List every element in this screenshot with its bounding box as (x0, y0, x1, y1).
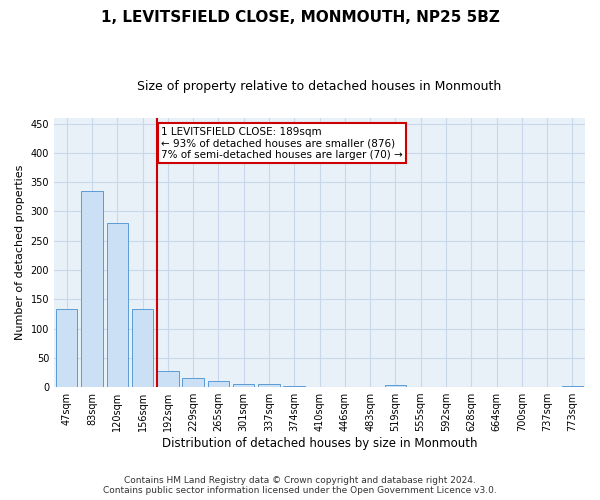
Bar (562, 386, 583, 387)
Bar (81, 191, 103, 387)
Bar (132, 309, 153, 387)
Text: Contains HM Land Registry data © Crown copyright and database right 2024.
Contai: Contains HM Land Registry data © Crown c… (103, 476, 497, 495)
Bar (107, 222, 128, 387)
Bar (258, 384, 280, 387)
Text: 1, LEVITSFIELD CLOSE, MONMOUTH, NP25 5BZ: 1, LEVITSFIELD CLOSE, MONMOUTH, NP25 5BZ (101, 10, 499, 25)
Text: 1 LEVITSFIELD CLOSE: 189sqm
← 93% of detached houses are smaller (876)
7% of sem: 1 LEVITSFIELD CLOSE: 189sqm ← 93% of det… (161, 126, 403, 160)
Bar (233, 384, 254, 387)
X-axis label: Distribution of detached houses by size in Monmouth: Distribution of detached houses by size … (162, 437, 477, 450)
Y-axis label: Number of detached properties: Number of detached properties (15, 164, 25, 340)
Bar (182, 378, 204, 387)
Bar (385, 384, 406, 387)
Bar (157, 372, 179, 387)
Bar (208, 381, 229, 387)
Bar (283, 386, 305, 387)
Title: Size of property relative to detached houses in Monmouth: Size of property relative to detached ho… (137, 80, 502, 93)
Bar (56, 308, 77, 387)
